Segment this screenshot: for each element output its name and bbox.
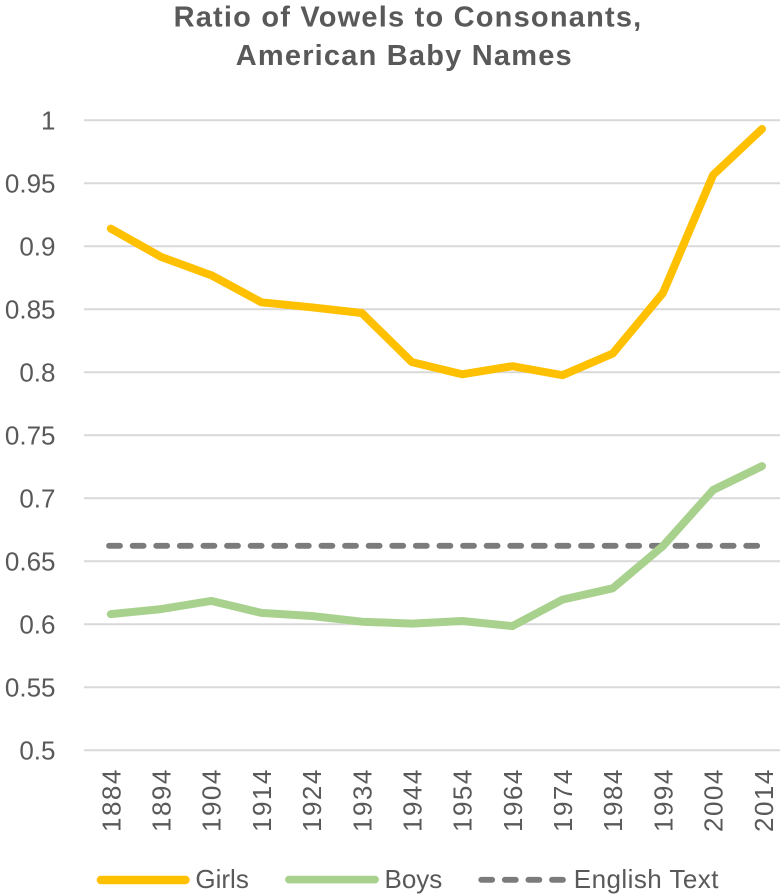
svg-text:0.65: 0.65 — [5, 547, 56, 577]
svg-text:1974: 1974 — [548, 768, 578, 832]
svg-text:2004: 2004 — [699, 768, 729, 832]
svg-text:1934: 1934 — [347, 768, 377, 832]
svg-text:0.85: 0.85 — [5, 295, 56, 325]
svg-text:1964: 1964 — [498, 768, 528, 832]
svg-text:1994: 1994 — [648, 768, 678, 832]
svg-text:1944: 1944 — [397, 768, 427, 832]
svg-text:2014: 2014 — [749, 768, 779, 832]
svg-text:0.6: 0.6 — [19, 610, 55, 640]
svg-text:0.95: 0.95 — [5, 169, 56, 199]
svg-text:1924: 1924 — [297, 768, 327, 832]
svg-text:Ratio of Vowels to Consonants,: Ratio of Vowels to Consonants, — [174, 2, 643, 34]
svg-text:1: 1 — [41, 106, 55, 136]
svg-text:1904: 1904 — [197, 768, 227, 832]
svg-text:0.7: 0.7 — [19, 484, 55, 514]
svg-text:1914: 1914 — [247, 768, 277, 832]
svg-text:0.75: 0.75 — [5, 421, 56, 451]
svg-text:American Baby Names: American Baby Names — [236, 40, 573, 72]
svg-text:1884: 1884 — [96, 768, 126, 832]
svg-text:1894: 1894 — [147, 768, 177, 832]
svg-text:1954: 1954 — [448, 768, 478, 832]
svg-text:1984: 1984 — [598, 768, 628, 832]
svg-text:0.9: 0.9 — [19, 232, 55, 262]
svg-text:0.5: 0.5 — [19, 736, 55, 766]
svg-text:Boys: Boys — [385, 864, 443, 894]
svg-text:Girls: Girls — [195, 864, 248, 894]
svg-text:0.55: 0.55 — [5, 673, 56, 703]
svg-text:0.8: 0.8 — [19, 358, 55, 388]
svg-text:English Text: English Text — [574, 864, 719, 894]
